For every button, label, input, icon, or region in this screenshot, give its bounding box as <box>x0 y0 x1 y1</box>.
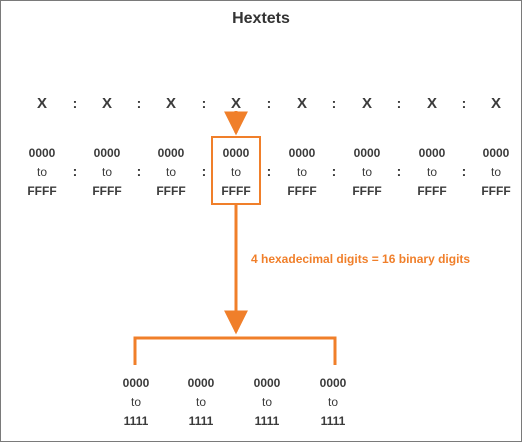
range-start: 0000 <box>288 146 316 160</box>
hextet-placeholder: X <box>296 95 307 112</box>
range-end: FFFF <box>156 184 186 198</box>
range-end: FFFF <box>221 184 251 198</box>
binary-end: 1111 <box>123 414 149 428</box>
range-start: 0000 <box>482 146 510 160</box>
hextet-placeholder: X <box>490 95 501 112</box>
colon-separator: : <box>72 163 78 179</box>
range-to-word: to <box>101 165 112 179</box>
hextet-placeholder: X <box>165 95 176 112</box>
binary-end: 1111 <box>254 414 280 428</box>
hextet-range: 0000 to FFFF <box>80 144 134 201</box>
binary-group: 0000 to 1111 <box>111 374 161 431</box>
range-to-word: to <box>230 165 241 179</box>
range-to-word: to <box>490 165 501 179</box>
hextet-range: 0000 to FFFF <box>340 144 394 201</box>
colon-separator: : <box>396 95 402 111</box>
range-to-word: to <box>361 165 372 179</box>
binary-to-word: to <box>261 395 272 409</box>
hextet-range: 0000 to FFFF <box>469 144 522 201</box>
hextet-range: 0000 to FFFF <box>405 144 459 201</box>
hextet-range: 0000 to FFFF <box>144 144 198 201</box>
binary-bracket <box>133 336 337 365</box>
binary-end: 1111 <box>188 414 214 428</box>
range-end: FFFF <box>27 184 57 198</box>
binary-group: 0000 to 1111 <box>176 374 226 431</box>
binary-start: 0000 <box>253 376 281 390</box>
colon-separator: : <box>136 95 142 111</box>
range-end: FFFF <box>287 184 317 198</box>
hextet-range-highlighted: 0000 to FFFF <box>209 144 263 201</box>
binary-start: 0000 <box>319 376 347 390</box>
colon-separator: : <box>136 163 142 179</box>
hextet-placeholder: X <box>361 95 372 112</box>
hextet-placeholder: X <box>230 95 241 112</box>
binary-start: 0000 <box>122 376 150 390</box>
range-end: FFFF <box>92 184 122 198</box>
range-start: 0000 <box>157 146 185 160</box>
binary-to-word: to <box>327 395 338 409</box>
colon-separator: : <box>396 163 402 179</box>
range-to-word: to <box>426 165 437 179</box>
hextet-placeholder: X <box>101 95 112 112</box>
colon-separator: : <box>266 163 272 179</box>
hextet-placeholder: X <box>36 95 47 112</box>
colon-separator: : <box>201 95 207 111</box>
colon-separator: : <box>201 163 207 179</box>
diagram-title: Hextets <box>232 10 290 27</box>
highlight-box <box>211 136 261 205</box>
range-start: 0000 <box>353 146 381 160</box>
binary-group: 0000 to 1111 <box>242 374 292 431</box>
range-end: FFFF <box>417 184 447 198</box>
hex-binary-annotation: 4 hexadecimal digits = 16 binary digits <box>251 252 471 266</box>
binary-to-word: to <box>195 395 206 409</box>
hextet-range: 0000 to FFFF <box>15 144 69 201</box>
binary-to-word: to <box>130 395 141 409</box>
colon-separator: : <box>72 95 78 111</box>
range-start: 0000 <box>418 146 446 160</box>
colon-separator: : <box>331 95 337 111</box>
colon-separator: : <box>461 95 467 111</box>
hextet-range: 0000 to FFFF <box>275 144 329 201</box>
range-end: FFFF <box>481 184 511 198</box>
binary-start: 0000 <box>187 376 215 390</box>
range-to-word: to <box>296 165 307 179</box>
range-to-word: to <box>36 165 47 179</box>
range-start: 0000 <box>28 146 56 160</box>
range-to-word: to <box>165 165 176 179</box>
range-start: 0000 <box>93 146 121 160</box>
binary-end: 1111 <box>320 414 346 428</box>
range-end: FFFF <box>352 184 382 198</box>
colon-separator: : <box>266 95 272 111</box>
hextet-placeholder: X <box>426 95 437 112</box>
binary-group: 0000 to 1111 <box>308 374 358 431</box>
colon-separator: : <box>331 163 337 179</box>
range-start: 0000 <box>222 146 250 160</box>
colon-separator: : <box>461 163 467 179</box>
